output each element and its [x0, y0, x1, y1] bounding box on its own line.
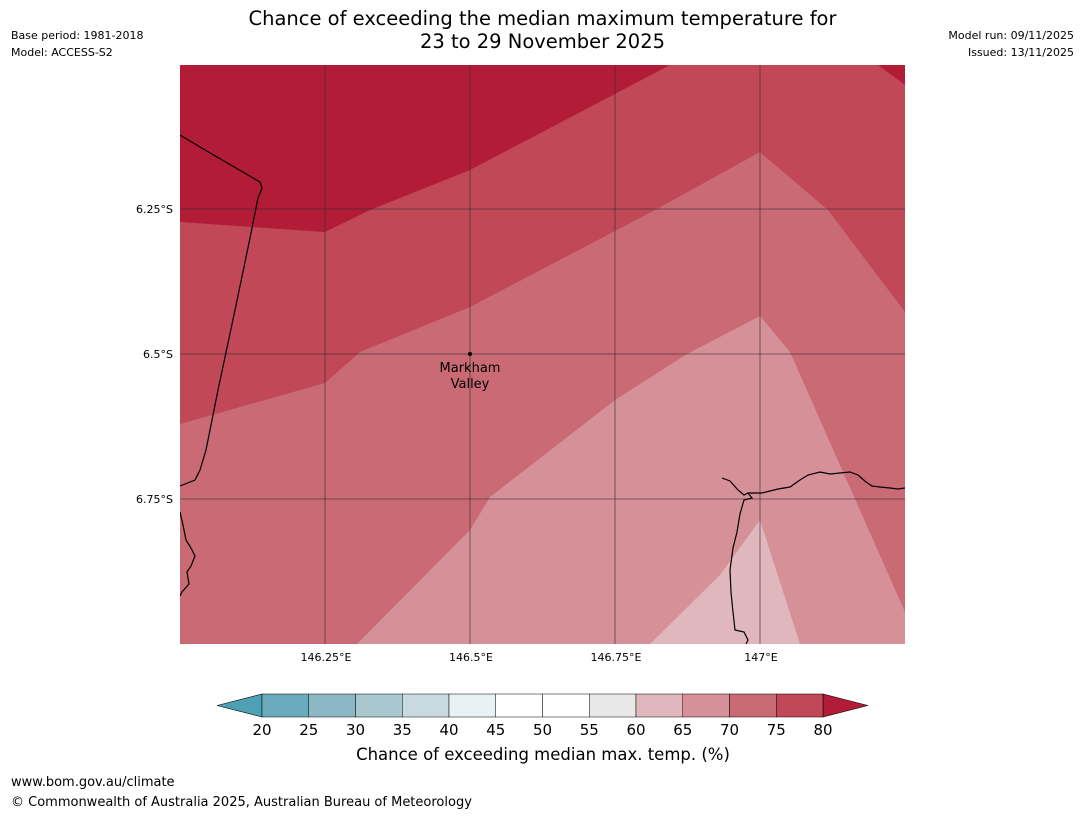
title-line-1: Chance of exceeding the median maximum t… [248, 7, 837, 30]
colorbar-swatch [776, 693, 824, 718]
colorbar-label: Chance of exceeding median max. temp. (%… [356, 745, 730, 764]
colorbar-extend-high [822, 693, 869, 718]
lon-label-1465: 146.5°E [449, 651, 493, 664]
lon-label-14675: 146.75°E [591, 651, 642, 664]
lon-label-147: 147°E [744, 651, 777, 664]
colorbar-swatch [542, 693, 590, 718]
province-boundary [180, 134, 263, 487]
colorbar-swatch [355, 693, 403, 718]
colorbar-tick-label: 35 [393, 721, 412, 739]
coastline-east [721, 477, 754, 644]
footer-copyright: © Commonwealth of Australia 2025, Austra… [11, 795, 472, 810]
place-marker-line-1: Markham [440, 361, 501, 376]
colorbar-swatch [729, 693, 777, 718]
meta-left: Base period: 1981-2018 Model: ACCESS-S2 [11, 27, 143, 61]
colorbar-tick-label: 70 [720, 721, 739, 739]
colorbar-tick-label: 25 [299, 721, 318, 739]
lat-label-650: 6.5°S [143, 348, 173, 361]
colorbar-tick-label: 65 [673, 721, 692, 739]
footer-url: www.bom.gov.au/climate [11, 775, 175, 790]
colorbar-tick-label: 30 [346, 721, 365, 739]
colorbar-tick-label: 20 [252, 721, 271, 739]
colorbar-tick-label: 45 [486, 721, 505, 739]
colorbar: 20 25 30 35 40 45 50 55 60 65 70 75 80 [216, 693, 869, 739]
model-text: Model: ACCESS-S2 [11, 46, 113, 59]
colorbar-tick-label: 80 [813, 721, 832, 739]
lat-labels: 6.25°S 6.5°S 6.75°S [136, 203, 173, 506]
colorbar-tick-label: 55 [580, 721, 599, 739]
probability-field [180, 65, 905, 644]
lat-label-675: 6.75°S [136, 493, 173, 506]
lon-label-14625: 146.25°E [301, 651, 352, 664]
colorbar-tick-label: 75 [767, 721, 786, 739]
colorbar-swatch [261, 693, 309, 718]
lat-label-625: 6.25°S [136, 203, 173, 216]
colorbar-extend-low [216, 693, 263, 718]
colorbar-tick-label: 40 [439, 721, 458, 739]
coastline-west [180, 511, 196, 597]
place-marker-line-2: Valley [451, 377, 490, 392]
colorbar-tick-label: 50 [533, 721, 552, 739]
colorbar-swatch [495, 693, 543, 718]
model-run-text: Model run: 09/11/2025 [948, 29, 1074, 42]
colorbar-swatch [589, 693, 637, 718]
issued-text: Issued: 13/11/2025 [967, 46, 1074, 59]
title-line-2: 23 to 29 November 2025 [419, 30, 666, 53]
place-marker-dot [468, 352, 472, 356]
base-period-text: Base period: 1981-2018 [11, 29, 144, 42]
band-60-65 [650, 520, 800, 644]
colorbar-swatch [682, 693, 730, 718]
colorbar-swatch [635, 693, 683, 718]
boundaries [180, 134, 905, 644]
colorbar-swatch [448, 693, 496, 718]
coastline-east-north [748, 471, 905, 494]
meta-right: Model run: 09/11/2025 Issued: 13/11/2025 [948, 27, 1074, 61]
colorbar-swatch [402, 693, 450, 718]
chart-title: Chance of exceeding the median maximum t… [0, 7, 1085, 53]
lon-labels: 146.25°E 146.5°E 146.75°E 147°E [301, 651, 778, 664]
colorbar-swatch [308, 693, 356, 718]
colorbar-tick-label: 60 [626, 721, 645, 739]
place-marker: Markham Valley [440, 352, 501, 392]
